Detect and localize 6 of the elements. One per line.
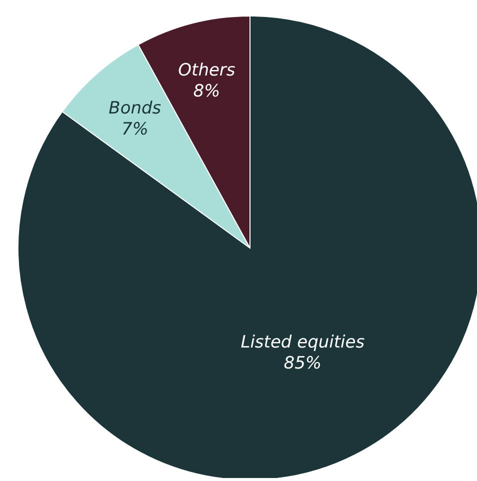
slice-label: Listed equities xyxy=(240,332,365,352)
slice-label: Bonds xyxy=(108,98,162,118)
data-label: 85% xyxy=(284,353,322,374)
slice-label: Others xyxy=(178,60,236,80)
data-label: 8% xyxy=(193,81,220,102)
data-label: 7% xyxy=(121,119,148,140)
